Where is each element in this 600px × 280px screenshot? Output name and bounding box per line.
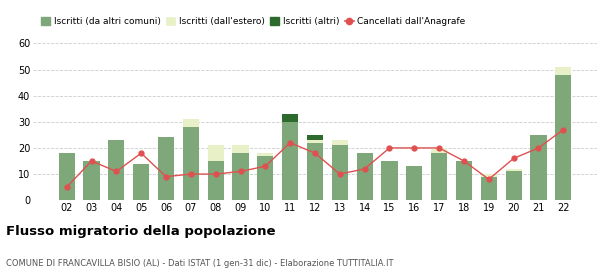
Text: Flusso migratorio della popolazione: Flusso migratorio della popolazione xyxy=(6,225,275,238)
Bar xyxy=(232,145,248,153)
Bar xyxy=(481,174,497,177)
Bar xyxy=(59,153,75,200)
Bar xyxy=(257,153,274,156)
Bar xyxy=(282,122,298,200)
Bar xyxy=(307,135,323,140)
Bar xyxy=(257,156,274,200)
Bar xyxy=(208,145,224,161)
Bar xyxy=(183,119,199,127)
Bar xyxy=(83,161,100,200)
Bar xyxy=(481,177,497,200)
Bar xyxy=(307,140,323,143)
Bar xyxy=(406,166,422,200)
Bar xyxy=(555,75,571,200)
Bar xyxy=(530,135,547,200)
Bar xyxy=(158,137,174,200)
Bar xyxy=(332,145,348,200)
Bar xyxy=(382,161,398,200)
Legend: Iscritti (da altri comuni), Iscritti (dall'estero), Iscritti (altri), Cancellati: Iscritti (da altri comuni), Iscritti (da… xyxy=(38,13,469,30)
Bar xyxy=(108,140,124,200)
Bar xyxy=(232,153,248,200)
Bar xyxy=(456,161,472,200)
Bar xyxy=(208,161,224,200)
Bar xyxy=(282,114,298,122)
Bar xyxy=(133,164,149,200)
Text: COMUNE DI FRANCAVILLA BISIO (AL) - Dati ISTAT (1 gen-31 dic) - Elaborazione TUTT: COMUNE DI FRANCAVILLA BISIO (AL) - Dati … xyxy=(6,259,394,268)
Bar xyxy=(332,140,348,145)
Bar xyxy=(431,153,447,200)
Bar xyxy=(183,127,199,200)
Bar xyxy=(431,148,447,153)
Bar xyxy=(356,153,373,200)
Bar xyxy=(555,67,571,75)
Bar xyxy=(506,171,522,200)
Bar xyxy=(307,143,323,200)
Bar xyxy=(506,169,522,171)
